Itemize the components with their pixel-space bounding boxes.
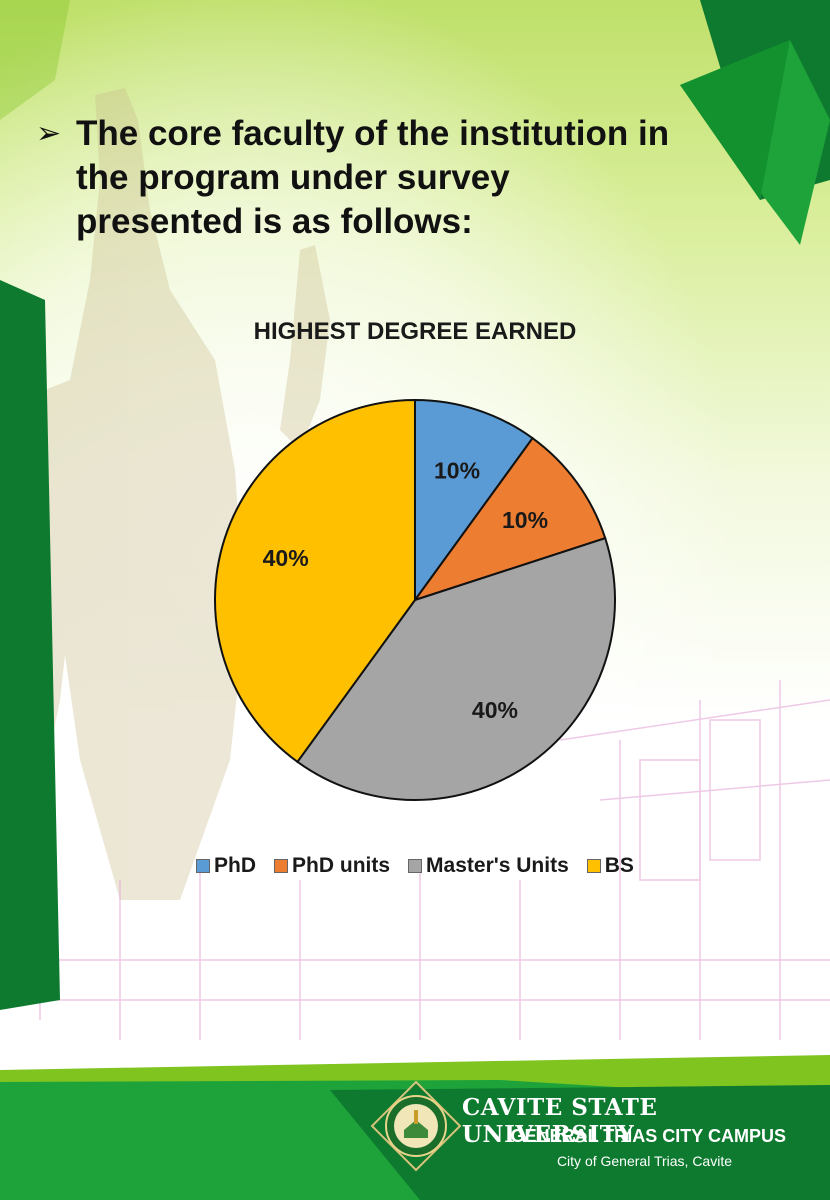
pie-slice-master-s-units xyxy=(296,536,616,801)
data-label-phd-units: 10% xyxy=(502,507,548,533)
legend-label: PhD xyxy=(214,854,257,877)
page-heading: The core faculty of the institution in t… xyxy=(76,114,670,241)
campus-name: GENERAL TRIAS CITY CAMPUS xyxy=(510,1126,786,1146)
data-label-bs: 40% xyxy=(263,545,309,571)
heading-block: ➢ The core faculty of the institution in… xyxy=(36,112,676,244)
legend-label: PhD units xyxy=(292,854,391,877)
pie-slice-bs xyxy=(214,398,416,764)
legend-label: Master's Units xyxy=(426,854,569,877)
university-name: CAVITE STATE UNIVERSITY xyxy=(462,1094,658,1148)
chart-legend: PhD PhD units Master's Units BS xyxy=(0,854,830,878)
legend-item-phd-units: PhD units xyxy=(274,854,390,878)
legend-item-master-s-units: Master's Units xyxy=(408,854,569,878)
data-label-phd: 10% xyxy=(434,458,480,484)
legend-item-bs: BS xyxy=(586,854,634,878)
legend-swatch xyxy=(586,859,601,873)
campus-city: City of General Trias, Cavite xyxy=(556,1153,732,1169)
legend-swatch xyxy=(408,859,423,873)
legend-item-phd: PhD xyxy=(196,854,256,878)
chart-title: HIGHEST DEGREE EARNED xyxy=(253,318,577,345)
pie-slice-phd xyxy=(414,398,534,604)
pie-chart: 10% 10% 40% 40% xyxy=(214,398,616,801)
pie-slice-phd-units xyxy=(412,436,607,602)
bullet-arrow-icon: ➢ xyxy=(36,116,62,151)
university-seal-icon xyxy=(370,1080,462,1172)
legend-label: BS xyxy=(604,854,634,877)
legend-swatch xyxy=(196,859,211,873)
data-label-master-s-units: 40% xyxy=(472,697,518,723)
legend-swatch xyxy=(274,859,289,873)
